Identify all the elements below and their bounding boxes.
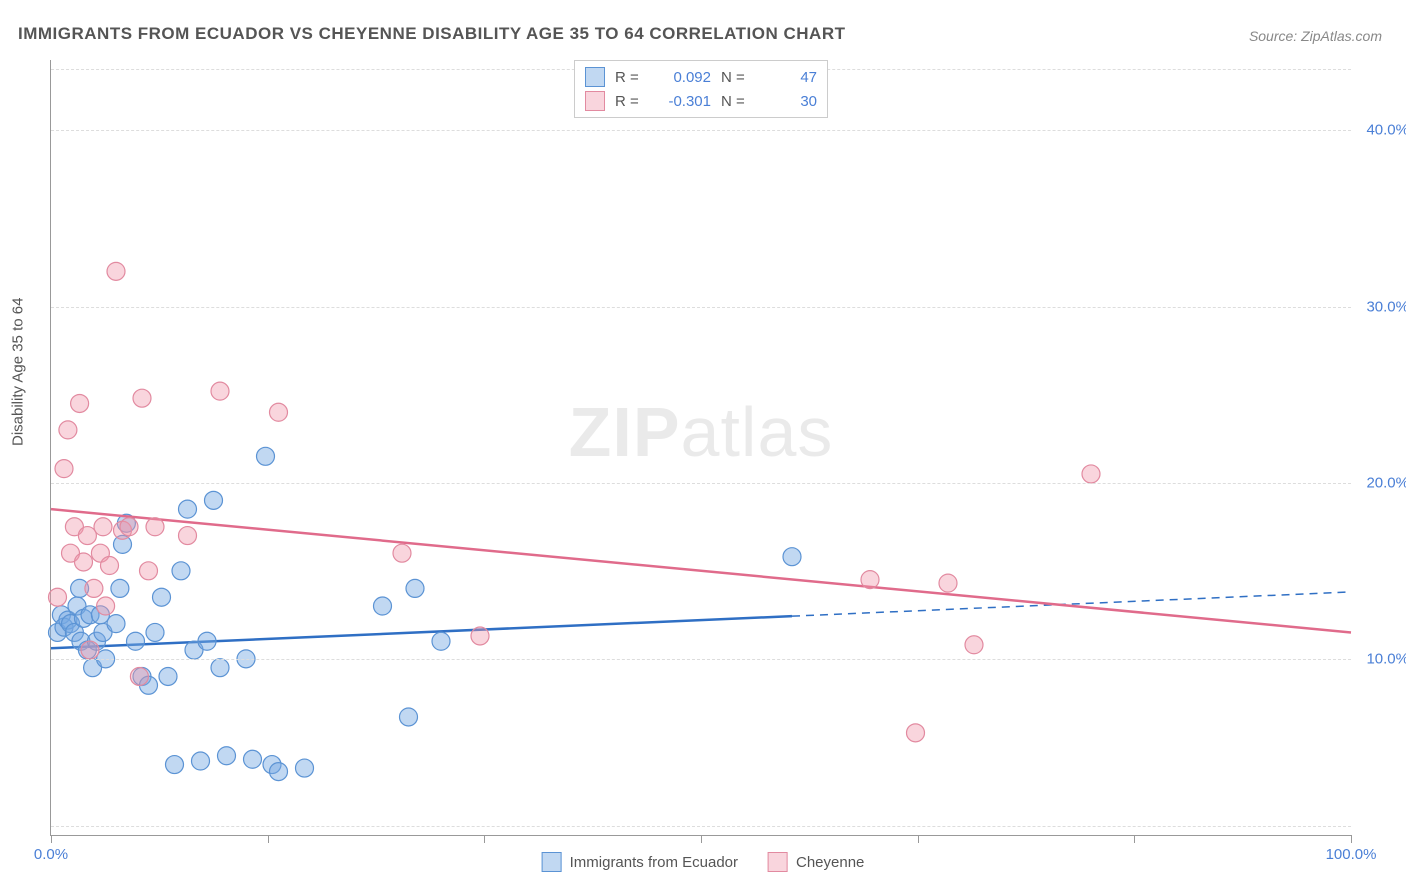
x-tick xyxy=(484,835,485,843)
data-point-ecuador xyxy=(211,659,229,677)
data-point-cheyenne xyxy=(71,394,89,412)
y-tick-label: 20.0% xyxy=(1366,474,1406,491)
x-tick xyxy=(1134,835,1135,843)
n-label: N = xyxy=(721,93,747,110)
data-point-cheyenne xyxy=(97,597,115,615)
y-axis-title: Disability Age 35 to 64 xyxy=(10,298,27,446)
n-value-ecuador: 47 xyxy=(757,69,817,86)
data-point-cheyenne xyxy=(393,544,411,562)
data-point-ecuador xyxy=(400,708,418,726)
data-point-ecuador xyxy=(270,763,288,781)
data-point-ecuador xyxy=(172,562,190,580)
r-value-cheyenne: -0.301 xyxy=(651,93,711,110)
data-point-ecuador xyxy=(107,615,125,633)
data-point-cheyenne xyxy=(861,571,879,589)
data-point-ecuador xyxy=(218,747,236,765)
data-point-cheyenne xyxy=(939,574,957,592)
data-point-cheyenne xyxy=(94,518,112,536)
data-point-cheyenne xyxy=(107,262,125,280)
y-tick-label: 40.0% xyxy=(1366,122,1406,139)
data-point-cheyenne xyxy=(471,627,489,645)
legend-row-cheyenne: R = -0.301 N = 30 xyxy=(585,89,817,113)
data-point-ecuador xyxy=(432,632,450,650)
trend-line-dashed-ecuador xyxy=(792,592,1351,616)
x-tick xyxy=(51,835,52,843)
data-point-ecuador xyxy=(406,579,424,597)
data-point-cheyenne xyxy=(49,588,67,606)
data-point-ecuador xyxy=(244,750,262,768)
data-point-ecuador xyxy=(127,632,145,650)
data-point-ecuador xyxy=(159,667,177,685)
y-tick-label: 30.0% xyxy=(1366,298,1406,315)
gridline xyxy=(51,826,1351,827)
data-point-cheyenne xyxy=(120,518,138,536)
data-point-cheyenne xyxy=(270,403,288,421)
data-point-ecuador xyxy=(374,597,392,615)
gridline xyxy=(51,483,1351,484)
x-tick xyxy=(268,835,269,843)
x-tick-label: 0.0% xyxy=(34,846,68,863)
swatch-ecuador xyxy=(585,67,605,87)
data-point-ecuador xyxy=(166,756,184,774)
chart-title: IMMIGRANTS FROM ECUADOR VS CHEYENNE DISA… xyxy=(18,24,846,44)
legend-item-cheyenne: Cheyenne xyxy=(768,852,864,872)
data-point-cheyenne xyxy=(130,667,148,685)
r-value-ecuador: 0.092 xyxy=(651,69,711,86)
gridline xyxy=(51,659,1351,660)
chart-svg xyxy=(51,60,1351,835)
series-legend: Immigrants from Ecuador Cheyenne xyxy=(536,852,871,872)
data-point-ecuador xyxy=(153,588,171,606)
swatch-cheyenne xyxy=(768,852,788,872)
x-tick xyxy=(701,835,702,843)
data-point-cheyenne xyxy=(78,527,96,545)
swatch-cheyenne xyxy=(585,91,605,111)
n-value-cheyenne: 30 xyxy=(757,93,817,110)
data-point-ecuador xyxy=(783,548,801,566)
trend-line-cheyenne xyxy=(51,509,1351,632)
data-point-cheyenne xyxy=(85,579,103,597)
data-point-ecuador xyxy=(296,759,314,777)
data-point-cheyenne xyxy=(55,460,73,478)
data-point-ecuador xyxy=(179,500,197,518)
x-tick-label: 100.0% xyxy=(1326,846,1377,863)
swatch-ecuador xyxy=(542,852,562,872)
gridline xyxy=(51,307,1351,308)
data-point-ecuador xyxy=(146,623,164,641)
data-point-ecuador xyxy=(111,579,129,597)
y-tick-label: 10.0% xyxy=(1366,650,1406,667)
x-tick xyxy=(1351,835,1352,843)
r-label: R = xyxy=(615,93,641,110)
data-point-cheyenne xyxy=(133,389,151,407)
data-point-cheyenne xyxy=(140,562,158,580)
data-point-cheyenne xyxy=(179,527,197,545)
legend-item-ecuador: Immigrants from Ecuador xyxy=(542,852,738,872)
data-point-ecuador xyxy=(192,752,210,770)
x-tick xyxy=(918,835,919,843)
data-point-cheyenne xyxy=(907,724,925,742)
source-label: Source: ZipAtlas.com xyxy=(1249,28,1382,44)
data-point-ecuador xyxy=(198,632,216,650)
plot-area: ZIPatlas R = 0.092 N = 47 R = -0.301 N =… xyxy=(50,60,1351,836)
n-label: N = xyxy=(721,69,747,86)
r-label: R = xyxy=(615,69,641,86)
data-point-cheyenne xyxy=(101,557,119,575)
data-point-cheyenne xyxy=(1082,465,1100,483)
legend-row-ecuador: R = 0.092 N = 47 xyxy=(585,65,817,89)
data-point-ecuador xyxy=(257,447,275,465)
legend-label-ecuador: Immigrants from Ecuador xyxy=(570,854,738,871)
data-point-cheyenne xyxy=(146,518,164,536)
legend-label-cheyenne: Cheyenne xyxy=(796,854,864,871)
data-point-cheyenne xyxy=(211,382,229,400)
gridline xyxy=(51,130,1351,131)
data-point-cheyenne xyxy=(81,641,99,659)
data-point-cheyenne xyxy=(59,421,77,439)
data-point-ecuador xyxy=(205,491,223,509)
data-point-cheyenne xyxy=(75,553,93,571)
data-point-cheyenne xyxy=(965,636,983,654)
correlation-legend: R = 0.092 N = 47 R = -0.301 N = 30 xyxy=(574,60,828,118)
